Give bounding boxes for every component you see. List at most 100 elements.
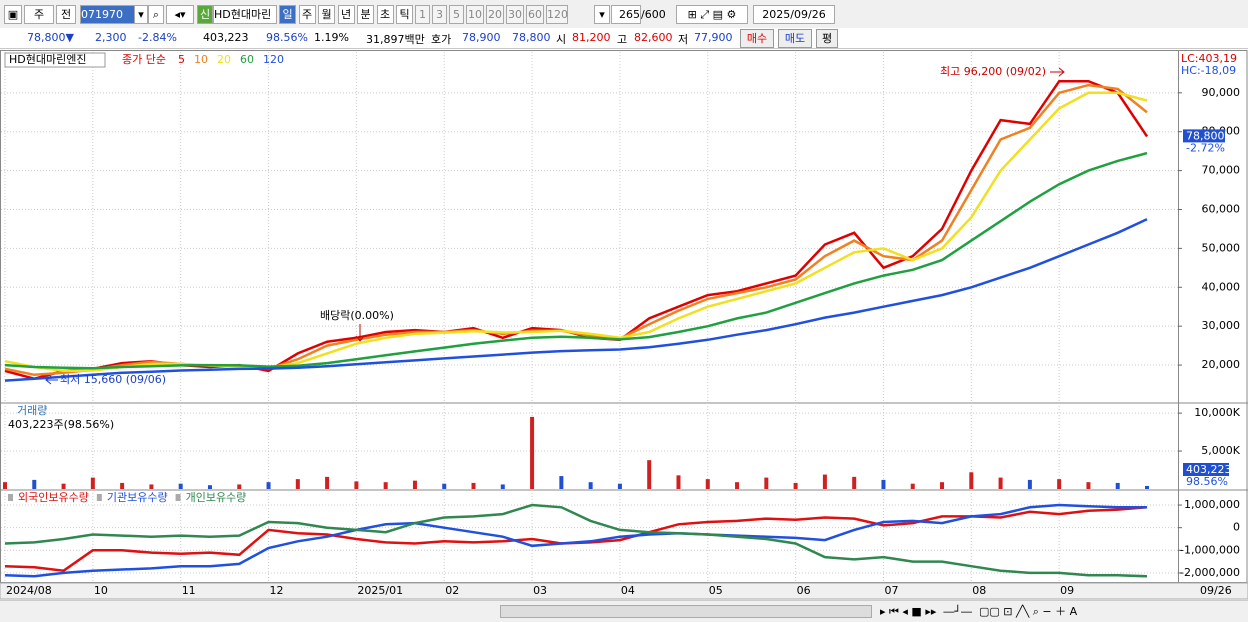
y-tick-label: 5,000K <box>1201 444 1240 457</box>
y-tick-label: 50,000 <box>1202 241 1241 254</box>
unit-button[interactable]: 분 <box>357 5 374 24</box>
interval-button[interactable]: 10 <box>466 5 484 24</box>
x-tick-label: 04 <box>621 584 635 597</box>
interval-button[interactable]: 20 <box>486 5 504 24</box>
series-line <box>4 503 1147 578</box>
sell-button[interactable]: 매도 <box>778 29 812 48</box>
arrow <box>45 375 58 385</box>
y-tick-label: -1,000,000 <box>1180 543 1240 556</box>
legend-entry: 120 <box>263 53 284 66</box>
volume-bar <box>354 481 359 489</box>
arrow <box>355 324 365 342</box>
high-label: 고 <box>617 33 628 46</box>
legend-entry: 개인보유수량 <box>186 491 247 504</box>
volume-bar <box>295 479 300 489</box>
volume-bar <box>735 482 740 489</box>
volume-bar <box>207 485 212 489</box>
volume-bar <box>500 484 505 489</box>
amount: 31,897백만 <box>366 33 425 46</box>
unit-button[interactable]: 틱 <box>396 5 413 24</box>
quote-label: 호가 <box>431 33 452 46</box>
sound-button[interactable]: ◂▾ <box>166 5 194 24</box>
volume-bar <box>793 482 798 489</box>
volume-bar <box>617 483 622 489</box>
volume-bar <box>822 474 827 489</box>
bid: 78,800 <box>512 31 551 44</box>
volume-bar <box>266 482 271 489</box>
current-volume: 403,223 <box>1186 463 1232 476</box>
unit-button[interactable]: 초 <box>376 5 394 24</box>
volume-bar <box>237 484 242 489</box>
interval-button[interactable]: 1 <box>415 5 430 24</box>
x-tick-label: 08 <box>972 584 986 597</box>
buy-button[interactable]: 매수 <box>740 29 774 48</box>
prev-button[interactable]: 전 <box>56 5 76 24</box>
panel-title: 거래량 <box>17 404 47 417</box>
interval-button[interactable]: 30 <box>506 5 524 24</box>
current-volume-box <box>1183 463 1229 476</box>
legend-entry: 외국인보유수량 <box>18 491 89 504</box>
count-input[interactable]: 265 <box>611 5 641 24</box>
open: 81,200 <box>572 31 611 44</box>
y-tick-label: 0 <box>1233 521 1240 534</box>
volume-bar <box>969 472 974 489</box>
series-line <box>4 151 1148 370</box>
interval-button[interactable]: 120 <box>546 5 568 24</box>
legend-swatch <box>96 494 102 501</box>
scroll-bar[interactable]: ▸ ⏮ ◂ ■ ▸▸ ―┘― ▢▢ ⊡ ╱╲ ⌕ − ＋ A <box>0 600 1248 622</box>
unit-button[interactable]: 일 <box>279 5 296 24</box>
dropdown[interactable]: ▾ <box>134 5 148 24</box>
volume-bar <box>90 477 95 489</box>
series-line <box>4 503 1148 578</box>
volume-bar <box>676 475 681 489</box>
legend-entry: 60 <box>240 53 254 66</box>
y-tick-label: 40,000 <box>1202 280 1241 293</box>
icon-button[interactable]: ▣ <box>4 5 22 24</box>
volume-bar <box>1115 482 1120 489</box>
avg-button[interactable]: 평 <box>816 29 838 48</box>
period-type[interactable]: 주 <box>24 5 54 24</box>
current-price-box <box>1183 129 1225 143</box>
open-label: 시 <box>556 33 567 46</box>
volume-bar <box>149 484 154 489</box>
volume-bar <box>647 460 652 489</box>
max-count: /600 <box>641 8 666 21</box>
volume-bar <box>325 476 330 489</box>
legend-swatch <box>8 494 13 501</box>
chart: 2024/08 10 11 12 2025/01 02 03 04 05 06 07 08 09 09/2… <box>0 50 1248 600</box>
date-input[interactable]: 2025/09/26 <box>753 5 835 24</box>
interval-button[interactable]: 5 <box>449 5 464 24</box>
interval-button[interactable]: 60 <box>526 5 544 24</box>
stock-name: HD현대마린 <box>213 5 277 24</box>
legend-entry: 10 <box>194 53 208 66</box>
lc-label: LC:403,19 <box>1181 52 1237 65</box>
volume-bar <box>881 479 886 489</box>
change-rate: -2.84% <box>138 31 177 44</box>
scroll-thumb[interactable] <box>500 605 872 618</box>
x-tick-label: 2025/01 <box>357 584 403 597</box>
volume-bar <box>471 482 476 489</box>
volume-bar <box>412 480 417 489</box>
volume-bar <box>530 416 535 489</box>
unit-button[interactable]: 월 <box>318 5 335 24</box>
unit-button[interactable]: 주 <box>298 5 316 24</box>
volume-bar <box>442 483 447 489</box>
code-input[interactable]: 071970 <box>80 5 136 24</box>
volume-bar <box>910 483 915 489</box>
change: 2,300 <box>95 31 127 44</box>
unit-button[interactable]: 년 <box>337 5 355 24</box>
x-tick-label: 03 <box>533 584 547 597</box>
legend-entry: 20 <box>217 53 231 66</box>
search-button[interactable]: ⌕ <box>148 5 164 24</box>
panel-subtitle: 403,223주(98.56%) <box>8 418 114 431</box>
tool-icons[interactable]: ⊞ ⤢ ▤ ⚙ <box>676 5 748 24</box>
volume-bar <box>559 476 564 489</box>
volume-bar <box>588 482 593 489</box>
dropdown[interactable]: ▾ <box>594 5 610 24</box>
title-box <box>4 52 106 68</box>
volume-bar <box>120 482 125 489</box>
nav-buttons[interactable]: ▸ ⏮ ◂ ■ ▸▸ ―┘― ▢▢ ⊡ ╱╲ ⌕ − ＋ A <box>880 605 1078 618</box>
volume-bar <box>998 477 1003 489</box>
interval-button[interactable]: 3 <box>432 5 447 24</box>
